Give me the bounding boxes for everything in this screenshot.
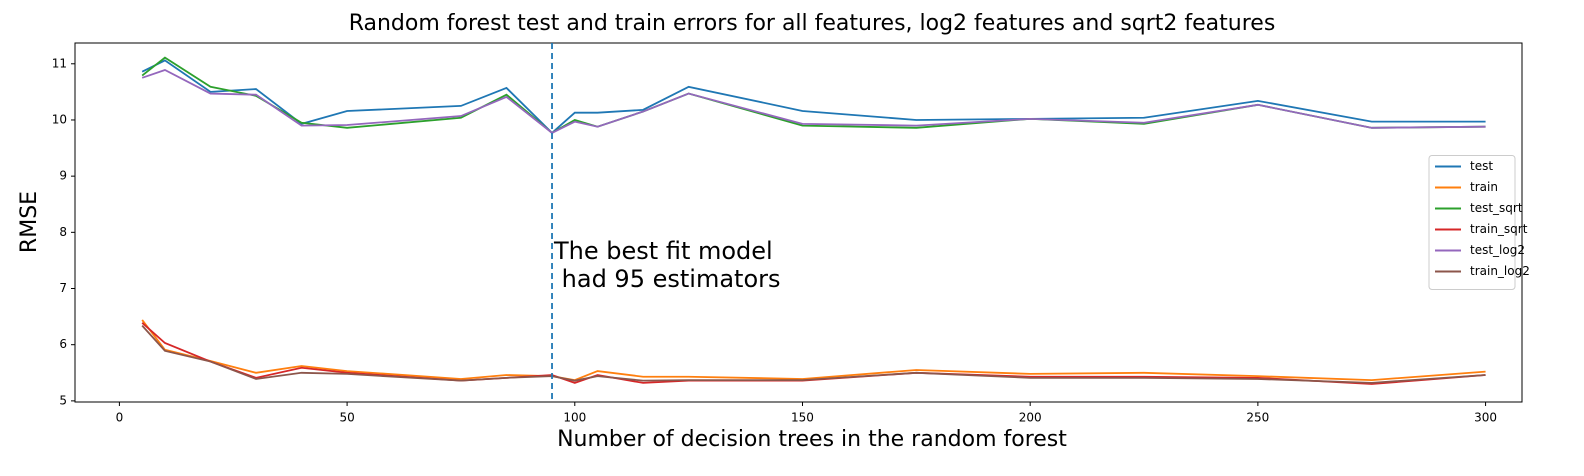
x-tick-label: 0 — [116, 411, 124, 425]
y-tick-label: 7 — [59, 281, 67, 295]
x-tick-label: 300 — [1474, 411, 1497, 425]
legend-box — [1428, 155, 1516, 290]
legend-label: test_sqrt — [1470, 201, 1523, 215]
plot-frame — [74, 42, 1523, 403]
y-tick-label: 11 — [52, 56, 67, 70]
y-tick-label: 9 — [59, 169, 67, 183]
series-line — [141, 324, 1486, 384]
x-tick-label: 50 — [339, 411, 354, 425]
series-line — [141, 68, 1486, 134]
series-line — [141, 322, 1486, 385]
x-tick-label: 250 — [1246, 411, 1269, 425]
legend-label: train_log2 — [1470, 264, 1530, 278]
series-line — [141, 56, 1486, 134]
x-tick-label: 200 — [1019, 411, 1042, 425]
legend-label: train_sqrt — [1470, 222, 1528, 236]
x-axis-label: Number of decision trees in the random f… — [557, 427, 1067, 452]
legend-label: train — [1470, 180, 1498, 194]
y-tick-label: 8 — [59, 225, 67, 239]
annotation: had 95 estimators — [554, 265, 780, 293]
y-tick-label: 10 — [52, 112, 67, 126]
y-tick-label: 6 — [59, 337, 67, 351]
legend-label: test_log2 — [1470, 243, 1525, 257]
series-line — [141, 319, 1486, 382]
y-tick-label: 5 — [59, 393, 67, 407]
legend-label: test — [1470, 159, 1493, 173]
annotation: The best fit model — [553, 237, 773, 265]
x-tick-label: 150 — [791, 411, 814, 425]
chart-title: Random forest test and train errors for … — [349, 11, 1276, 36]
x-tick-label: 100 — [563, 411, 586, 425]
series-line — [141, 59, 1486, 135]
y-axis-label: RMSE — [17, 191, 42, 253]
